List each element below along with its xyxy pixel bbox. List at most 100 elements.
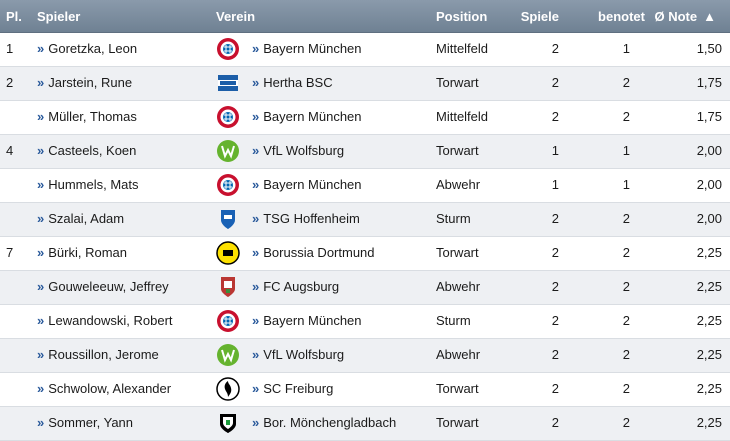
rank: 2 [6, 75, 14, 90]
club-link[interactable]: » Hertha BSC [252, 75, 333, 90]
player-link[interactable]: » Bürki, Roman [37, 245, 127, 260]
chevron-right-icon: » [37, 313, 45, 328]
club-name[interactable]: Bayern München [263, 109, 362, 124]
average-grade: 2,00 [696, 177, 722, 192]
rated-games: 2 [622, 347, 630, 362]
player-link[interactable]: » Schwolow, Alexander [37, 381, 171, 396]
club-link[interactable]: » Borussia Dortmund [252, 245, 375, 260]
club-name[interactable]: SC Freiburg [263, 381, 334, 396]
club-logo-icon [216, 207, 240, 231]
player-link[interactable]: » Sommer, Yann [37, 415, 133, 430]
club-name[interactable]: Bayern München [263, 177, 362, 192]
average-grade: 2,25 [696, 381, 722, 396]
rated-games: 2 [622, 381, 630, 396]
chevron-right-icon: » [37, 279, 45, 294]
club-name[interactable]: Borussia Dortmund [263, 245, 375, 260]
rated-games: 1 [622, 143, 630, 158]
club-logo-icon [216, 37, 240, 61]
player-name[interactable]: Müller, Thomas [48, 109, 137, 124]
club-logo-icon [216, 71, 240, 95]
club-logo-icon [216, 241, 240, 265]
chevron-right-icon: » [37, 143, 45, 158]
average-grade: 2,25 [696, 279, 722, 294]
club-logo-icon [216, 309, 240, 333]
player-name[interactable]: Lewandowski, Robert [48, 313, 173, 328]
header-position[interactable]: Position [436, 9, 488, 24]
games: 2 [551, 279, 559, 294]
club-link[interactable]: » SC Freiburg [252, 381, 333, 396]
club-name[interactable]: Hertha BSC [263, 75, 333, 90]
club-name[interactable]: VfL Wolfsburg [263, 143, 345, 158]
club-name[interactable]: VfL Wolfsburg [263, 347, 345, 362]
rated-games: 2 [622, 245, 630, 260]
table-row: » Szalai, Adam» TSG Hoffenheim Sturm 2 2 2,00 [0, 203, 730, 237]
player-link[interactable]: » Hummels, Mats [37, 177, 139, 192]
player-name[interactable]: Roussillon, Jerome [48, 347, 159, 362]
player-name[interactable]: Casteels, Koen [48, 143, 137, 158]
player-link[interactable]: » Casteels, Koen [37, 143, 136, 158]
header-verein[interactable]: Verein [216, 9, 256, 24]
player-link[interactable]: » Szalai, Adam [37, 211, 124, 226]
club-link[interactable]: » FC Augsburg [252, 279, 339, 294]
club-logo-icon [216, 173, 240, 197]
average-grade: 2,25 [696, 313, 722, 328]
sort-up-icon[interactable]: ▲ [703, 9, 716, 24]
position: Torwart [436, 415, 479, 430]
player-name[interactable]: Bürki, Roman [48, 245, 127, 260]
club-link[interactable]: » Bayern München [252, 41, 362, 56]
position: Sturm [436, 211, 471, 226]
chevron-right-icon: » [252, 41, 260, 56]
table-row: 1» Goretzka, Leon» Bayern München Mittelfel… [0, 33, 730, 67]
club-name[interactable]: Bor. Mönchengladbach [263, 415, 397, 430]
table-row: » Müller, Thomas» Bayern München Mittelfeld… [0, 101, 730, 135]
player-link[interactable]: » Roussillon, Jerome [37, 347, 159, 362]
player-name[interactable]: Hummels, Mats [48, 177, 139, 192]
header-spieler[interactable]: Spieler [37, 9, 81, 24]
average-grade: 2,25 [696, 347, 722, 362]
club-link[interactable]: » Bayern München [252, 313, 362, 328]
club-link[interactable]: » TSG Hoffenheim [252, 211, 360, 226]
club-link[interactable]: » Bor. Mönchengladbach [252, 415, 396, 430]
player-link[interactable]: » Lewandowski, Robert [37, 313, 173, 328]
chevron-right-icon: » [37, 109, 45, 124]
header-note[interactable]: Ø Note ▲ [655, 9, 717, 24]
chevron-right-icon: » [252, 381, 260, 396]
club-logo-icon [216, 139, 240, 163]
player-link[interactable]: » Jarstein, Rune [37, 75, 132, 90]
player-name[interactable]: Gouweleeuw, Jeffrey [48, 279, 169, 294]
average-grade: 2,00 [696, 211, 722, 226]
header-pl[interactable]: Pl. [6, 9, 22, 24]
player-name[interactable]: Jarstein, Rune [48, 75, 133, 90]
player-link[interactable]: » Gouweleeuw, Jeffrey [37, 279, 169, 294]
table-row: 4» Casteels, Koen» VfL Wolfsburg Torwart 1 1 2… [0, 135, 730, 169]
rated-games: 2 [622, 75, 630, 90]
rated-games: 2 [622, 313, 630, 328]
games: 2 [551, 347, 559, 362]
player-name[interactable]: Schwolow, Alexander [48, 381, 172, 396]
games: 2 [551, 75, 559, 90]
player-link[interactable]: » Müller, Thomas [37, 109, 137, 124]
club-name[interactable]: TSG Hoffenheim [263, 211, 360, 226]
games: 2 [551, 245, 559, 260]
header-benotet[interactable]: benotet [598, 9, 645, 24]
position: Abwehr [436, 279, 481, 294]
rank: 7 [6, 245, 14, 260]
club-name[interactable]: FC Augsburg [263, 279, 340, 294]
club-link[interactable]: » VfL Wolfsburg [252, 143, 344, 158]
player-name[interactable]: Szalai, Adam [48, 211, 125, 226]
club-name[interactable]: Bayern München [263, 41, 362, 56]
header-spiele[interactable]: Spiele [520, 9, 559, 24]
club-name[interactable]: Bayern München [263, 313, 362, 328]
player-name[interactable]: Sommer, Yann [48, 415, 134, 430]
chevron-right-icon: » [37, 41, 45, 56]
player-link[interactable]: » Goretzka, Leon [37, 41, 137, 56]
rated-games: 1 [622, 177, 630, 192]
rated-games: 2 [622, 211, 630, 226]
player-name[interactable]: Goretzka, Leon [48, 41, 138, 56]
chevron-right-icon: » [252, 245, 260, 260]
club-link[interactable]: » VfL Wolfsburg [252, 347, 344, 362]
club-link[interactable]: » Bayern München [252, 177, 362, 192]
chevron-right-icon: » [37, 415, 45, 430]
club-link[interactable]: » Bayern München [252, 109, 362, 124]
table-row: 2» Jarstein, Rune» Hertha BSC Torwart 2 2 1,75 [0, 67, 730, 101]
